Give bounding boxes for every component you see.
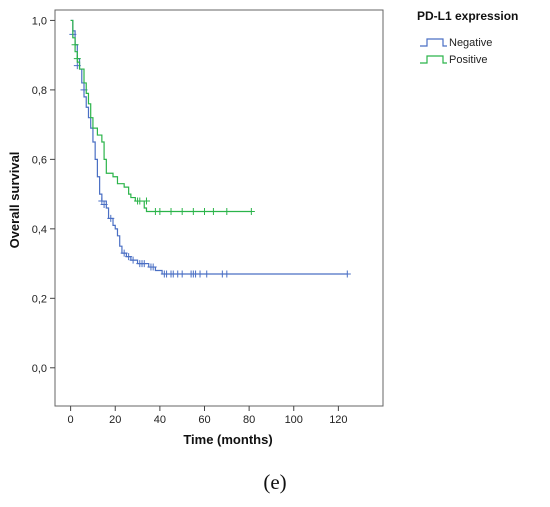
censor-mark-negative xyxy=(196,270,204,278)
legend-swatch-negative xyxy=(420,38,447,47)
y-tick-label: 0,0 xyxy=(32,363,47,375)
y-tick-label: 0,2 xyxy=(32,293,47,305)
censor-mark-positive xyxy=(71,41,79,49)
panel-label: (e) xyxy=(263,470,287,494)
censor-mark-positive xyxy=(167,207,175,215)
survival-curves xyxy=(69,19,351,278)
x-tick-label: 20 xyxy=(109,414,121,426)
legend-swatch-positive xyxy=(420,55,447,64)
censor-mark-negative xyxy=(203,270,211,278)
x-tick-label: 40 xyxy=(154,414,166,426)
x-tick-label: 60 xyxy=(198,414,210,426)
legend: PD-L1 expression Negative Positive xyxy=(417,9,518,66)
censor-mark-negative xyxy=(178,270,186,278)
censor-mark-positive xyxy=(189,207,197,215)
censor-mark-negative xyxy=(125,253,133,261)
y-tick-label: 0,8 xyxy=(32,85,47,97)
y-tick-label: 1,0 xyxy=(32,15,47,27)
y-tick-label: 0,4 xyxy=(32,224,47,236)
censor-mark-positive xyxy=(156,207,164,215)
censor-mark-positive xyxy=(209,207,217,215)
censor-mark-negative xyxy=(107,214,115,222)
x-tick-label: 100 xyxy=(285,414,303,426)
censor-mark-negative xyxy=(120,249,128,257)
legend-label-positive: Positive xyxy=(449,54,488,66)
y-axis-title: Overall survival xyxy=(7,152,22,249)
censor-mark-positive xyxy=(223,207,231,215)
censor-mark-negative xyxy=(129,256,137,264)
x-tick-label: 80 xyxy=(243,414,255,426)
curve-positive xyxy=(70,19,252,213)
censor-mark-positive xyxy=(178,207,186,215)
censor-mark-positive xyxy=(73,55,81,63)
y-tick-label: 0,6 xyxy=(32,154,47,166)
censor-mark-positive xyxy=(142,197,150,205)
censor-mark-negative xyxy=(100,201,108,209)
censor-mark-positive xyxy=(247,207,255,215)
x-tick-label: 120 xyxy=(329,414,347,426)
censor-mark-positive xyxy=(136,197,144,205)
axis-ticks: 0 20 40 60 80 100 120 0,0 0,2 0,4 0,6 0,8 1,0 xyxy=(32,15,348,426)
censor-mark-negative xyxy=(149,263,157,271)
censor-mark-negative xyxy=(140,260,148,268)
plot-area xyxy=(54,9,384,407)
x-axis-title: Time (months) xyxy=(183,432,272,447)
legend-title: PD-L1 expression xyxy=(417,9,518,23)
censor-mark-negative xyxy=(223,270,231,278)
censor-mark-positive xyxy=(200,207,208,215)
x-tick-label: 0 xyxy=(68,414,74,426)
legend-label-negative: Negative xyxy=(449,37,492,49)
censor-mark-negative xyxy=(343,270,351,278)
